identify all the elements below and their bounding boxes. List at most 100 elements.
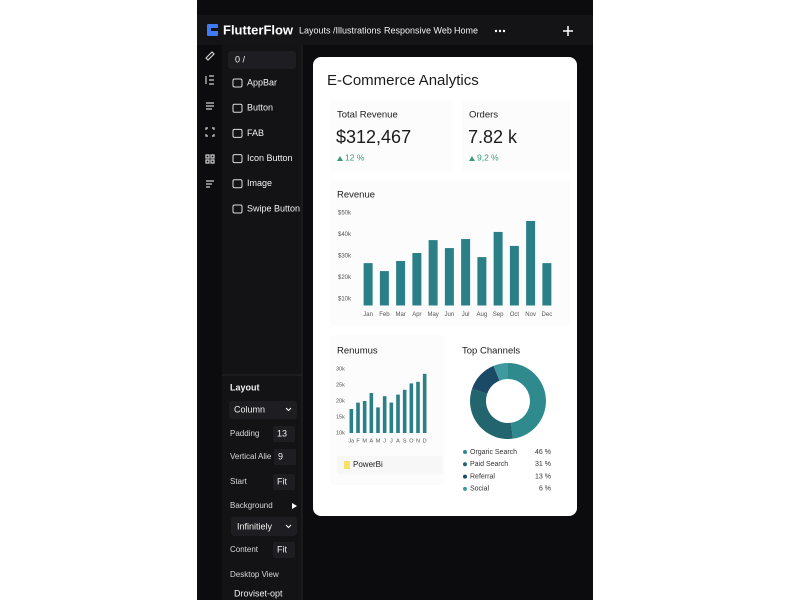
kpi-card bbox=[462, 100, 570, 172]
bar bbox=[422, 373, 427, 433]
x-tick-label: M bbox=[376, 438, 381, 444]
x-tick-label: Ja bbox=[348, 438, 355, 444]
kpi-value: 7.82 k bbox=[468, 127, 518, 147]
y-tick-label: 25k bbox=[336, 382, 345, 388]
legend-swatch bbox=[344, 461, 350, 469]
widget-icon bbox=[232, 128, 243, 138]
rail-icon[interactable] bbox=[205, 154, 215, 164]
y-tick-label: $40k bbox=[338, 232, 352, 238]
legend-label: Social bbox=[470, 486, 490, 493]
chevron bbox=[285, 524, 292, 529]
donut-slice bbox=[493, 363, 508, 381]
expand-icon[interactable] bbox=[292, 503, 297, 509]
kpi-change: 12 % bbox=[345, 152, 365, 162]
y-tick-label: 10k bbox=[336, 430, 345, 436]
bar bbox=[461, 239, 471, 306]
widget-icon bbox=[232, 103, 243, 113]
bar bbox=[477, 257, 487, 306]
dropdown-value: Infinitiely bbox=[237, 521, 273, 531]
x-tick-label: Aug bbox=[477, 312, 488, 318]
donut-slice bbox=[472, 365, 500, 394]
chart-title: Revenue bbox=[337, 190, 375, 201]
rail-icon[interactable] bbox=[206, 180, 214, 188]
up-arrow bbox=[469, 156, 475, 161]
rail-icon[interactable] bbox=[205, 127, 215, 137]
prop-label: Vertical Alie bbox=[230, 452, 272, 461]
widget-item[interactable]: Icon Button bbox=[247, 153, 293, 163]
x-tick-label: Apr bbox=[412, 312, 421, 318]
kpi-change: 9,2 % bbox=[477, 152, 499, 162]
kpi-label: Total Revenue bbox=[337, 110, 398, 121]
x-tick-label: M bbox=[362, 438, 367, 444]
widget-icon bbox=[232, 154, 243, 164]
x-tick-label: Feb bbox=[379, 312, 390, 318]
rail-icon[interactable] bbox=[205, 51, 215, 61]
rail-icon[interactable] bbox=[205, 75, 214, 85]
x-tick-label: Jul bbox=[462, 312, 470, 318]
nav-item[interactable]: Responsive Web bbox=[384, 25, 452, 35]
x-tick-label: Nov bbox=[525, 312, 536, 318]
kpi-label: Orders bbox=[469, 110, 498, 121]
donut-slice bbox=[508, 363, 546, 439]
section-title: Layout bbox=[230, 382, 260, 392]
prop-label: Padding bbox=[230, 429, 259, 438]
bar bbox=[389, 402, 394, 433]
more-icon[interactable] bbox=[494, 29, 506, 33]
y-tick-label: $20k bbox=[338, 275, 352, 281]
legend-label: PowerBi bbox=[353, 460, 383, 469]
value-label: 6 % bbox=[539, 486, 551, 493]
x-tick-label: N bbox=[416, 438, 420, 444]
rail-icon[interactable] bbox=[206, 102, 214, 110]
input[interactable] bbox=[273, 542, 295, 558]
bar bbox=[362, 401, 367, 433]
input[interactable] bbox=[273, 426, 295, 442]
widget-item[interactable]: Button bbox=[247, 103, 273, 113]
x-tick-label: A bbox=[396, 438, 400, 444]
widget-item[interactable]: AppBar bbox=[247, 77, 277, 87]
add-icon[interactable] bbox=[563, 26, 573, 36]
bar bbox=[376, 407, 380, 433]
y-tick-label: $10k bbox=[338, 297, 352, 303]
widget-icon bbox=[232, 179, 243, 189]
bar bbox=[369, 393, 374, 433]
x-tick-label: J bbox=[383, 438, 386, 444]
prop-value: 13 bbox=[277, 428, 287, 438]
x-tick-label: O bbox=[409, 438, 414, 444]
x-tick-label: F bbox=[356, 438, 360, 444]
legend-dot bbox=[463, 474, 467, 479]
chart-title: Top Channels bbox=[462, 346, 520, 357]
prop-label: Start bbox=[230, 477, 248, 486]
kpi-card bbox=[330, 100, 453, 172]
x-tick-label: A bbox=[369, 438, 373, 444]
bar bbox=[542, 263, 552, 306]
widget-list: AppBar Button FAB Icon Button Image Swipe But… bbox=[232, 77, 300, 214]
widget-icon bbox=[232, 78, 243, 88]
x-tick-label: D bbox=[423, 438, 427, 444]
top-bar bbox=[197, 15, 593, 45]
bar bbox=[396, 394, 400, 433]
bar bbox=[396, 260, 406, 306]
nav-item[interactable]: Home bbox=[454, 25, 478, 35]
dropdown[interactable] bbox=[231, 517, 297, 536]
prop-value: Fit bbox=[277, 476, 287, 486]
x-tick-label: Sep bbox=[493, 312, 504, 318]
search-box[interactable] bbox=[228, 51, 296, 69]
input[interactable] bbox=[274, 449, 296, 465]
up-arrow bbox=[337, 156, 343, 161]
dropdown[interactable] bbox=[229, 401, 297, 419]
widget-item[interactable]: Image bbox=[247, 178, 272, 188]
nav-item[interactable]: Layouts /Illustrations bbox=[299, 25, 382, 35]
x-tick-label: May bbox=[427, 312, 438, 318]
widget-item[interactable]: FAB bbox=[247, 128, 264, 138]
bar bbox=[509, 245, 519, 306]
legend-dot bbox=[463, 462, 467, 467]
x-tick-label: Dec bbox=[542, 312, 553, 318]
x-tick-label: Jun bbox=[445, 312, 455, 318]
chart-card bbox=[330, 335, 445, 485]
bar bbox=[409, 383, 414, 433]
input[interactable] bbox=[273, 474, 295, 490]
y-tick-label: 15k bbox=[336, 414, 345, 420]
bar bbox=[428, 240, 438, 306]
widget-item[interactable]: Swipe Button bbox=[247, 203, 300, 213]
